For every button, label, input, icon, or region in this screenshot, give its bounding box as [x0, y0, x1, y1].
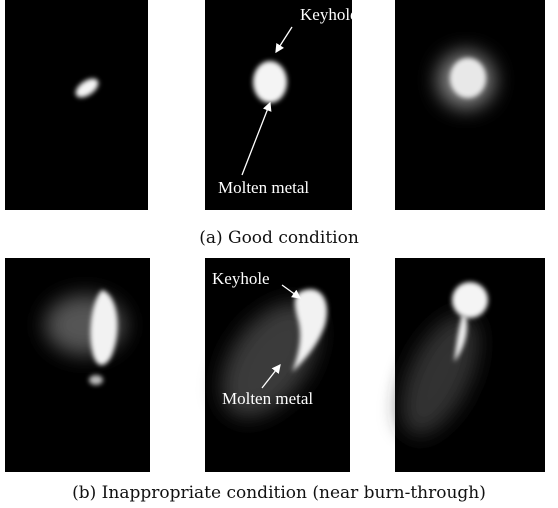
melt-pool [90, 290, 118, 366]
melt-pool [89, 375, 103, 385]
arrow [241, 101, 272, 176]
melt-pool [292, 289, 328, 372]
arrow [275, 26, 293, 54]
melt-pool [450, 58, 486, 98]
label: Keyhole [212, 269, 270, 288]
label: Keyhole [300, 5, 358, 24]
image-panel [5, 258, 150, 472]
label: Molten metal [222, 389, 313, 408]
image-panel [205, 0, 352, 210]
row-a: Keyhole Molten metal (a) Good condition [5, 0, 545, 248]
row-b: Keyhole Molten metal (b) Inappropriate c… [5, 258, 545, 503]
caption: (b) Inappropriate condition (near burn-t… [72, 483, 486, 503]
arrow [281, 284, 302, 299]
melt-pool [253, 61, 287, 103]
haze [221, 302, 319, 418]
melt-pool [454, 315, 468, 362]
melt-pool [75, 78, 99, 98]
label: Molten metal [218, 178, 309, 197]
caption: (a) Good condition [199, 228, 359, 248]
arrow [261, 363, 281, 389]
image-panel [5, 0, 148, 210]
melt-pool [452, 282, 488, 318]
